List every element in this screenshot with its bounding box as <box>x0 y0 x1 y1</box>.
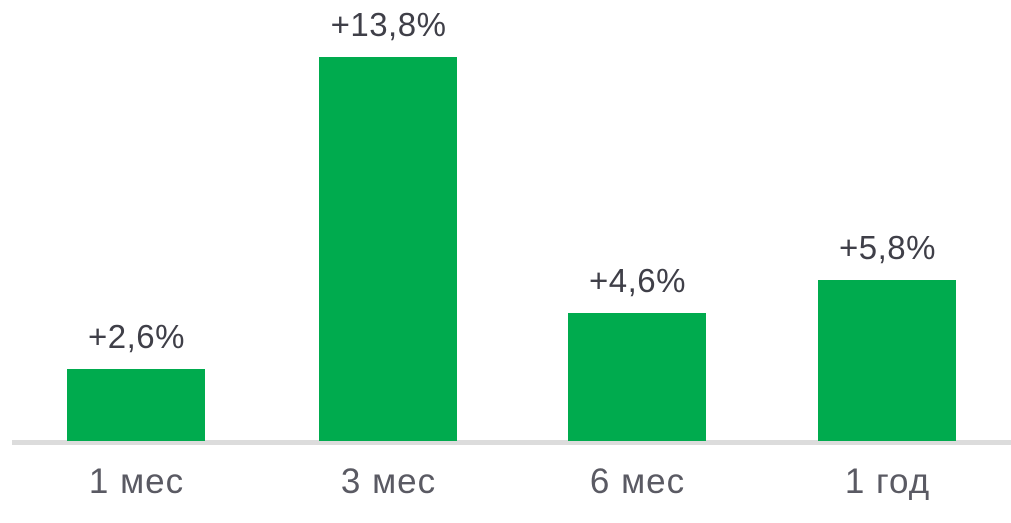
x-axis-tick-label: 1 год <box>844 462 931 501</box>
x-axis-line <box>12 440 1011 445</box>
x-axis-tick-label: 1 мес <box>88 462 185 501</box>
bar-value-label: +2,6% <box>88 317 185 355</box>
x-axis-tick-label: 3 мес <box>340 462 437 501</box>
bar-value-label: +13,8% <box>330 5 447 43</box>
bar <box>67 369 205 441</box>
bar-value-label: +4,6% <box>589 261 686 299</box>
bar <box>319 57 457 441</box>
bar <box>568 313 706 441</box>
x-axis-tick-label: 6 мес <box>589 462 686 501</box>
bar-value-label: +5,8% <box>839 228 936 266</box>
bar <box>818 280 956 441</box>
